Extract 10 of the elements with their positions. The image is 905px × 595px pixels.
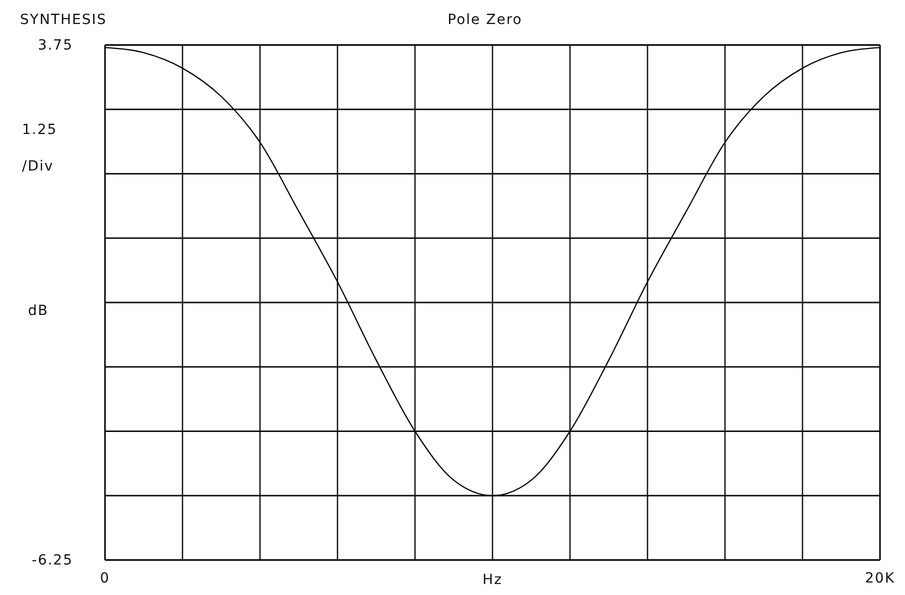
chart-title: Pole Zero — [448, 12, 522, 28]
text: SYNTHESIS — [20, 12, 107, 28]
line-series — [104, 46, 881, 496]
y-tick-label: -6.25 — [32, 552, 73, 568]
x-axis-title: Hz — [482, 572, 502, 588]
x-tick-label: 0 — [100, 570, 110, 587]
y-axis-title: dB — [28, 302, 48, 319]
x-tick-label: 20K — [865, 570, 895, 587]
text: 1.25 /Div — [22, 122, 58, 174]
y-tick-label: 3.75 — [38, 37, 73, 54]
